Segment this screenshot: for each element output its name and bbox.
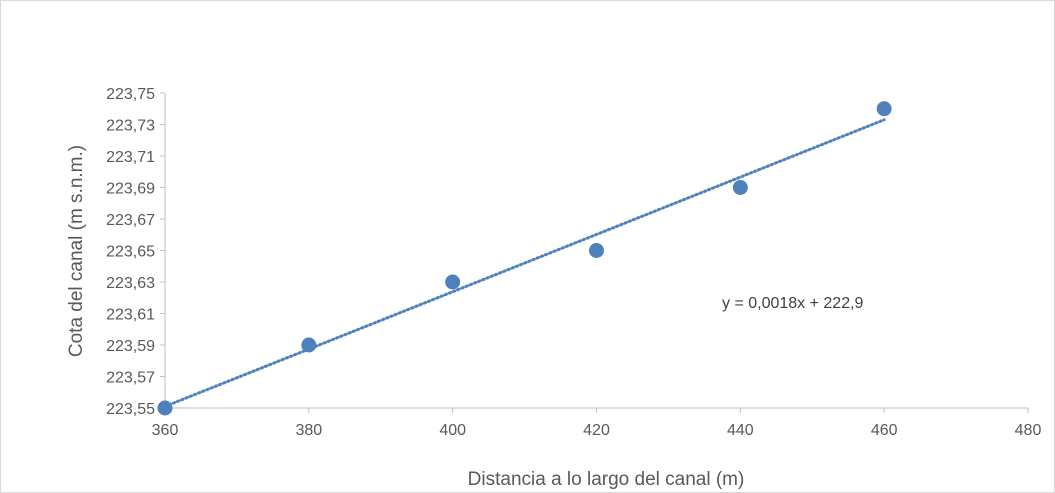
y-axis-title: Cota del canal (m s.n.m.): [66, 145, 87, 357]
y-tick-label: 223,67: [106, 212, 155, 229]
x-tick-label: 440: [727, 422, 754, 439]
x-axis-title: Distancia a lo largo del canal (m): [468, 469, 745, 490]
y-tick-label: 223,73: [106, 118, 155, 135]
y-tick-label: 223,57: [106, 370, 155, 387]
y-tick-label: 223,59: [106, 338, 155, 355]
y-tick-label: 223,71: [106, 149, 155, 166]
y-tick-label: 223,75: [106, 86, 155, 103]
x-tick-label: 380: [295, 422, 322, 439]
y-tick-label: 223,55: [106, 401, 155, 418]
trendline-equation: y = 0,0018x + 222,9: [722, 295, 864, 312]
x-tick-label: 420: [583, 422, 610, 439]
x-tick-label: 400: [439, 422, 466, 439]
x-tick-label: 480: [1015, 422, 1042, 439]
data-point: [732, 180, 748, 195]
trendline-group: [163, 118, 886, 408]
x-tick-label: 360: [152, 422, 179, 439]
data-points: [157, 101, 892, 416]
y-tick-label: 223,69: [106, 181, 155, 198]
y-tick-label: 223,63: [106, 275, 155, 292]
y-tick-label: 223,61: [106, 307, 155, 324]
trendline: [163, 118, 886, 408]
data-point: [876, 101, 892, 117]
y-tick-label: 223,65: [106, 244, 155, 261]
data-point: [589, 243, 604, 258]
x-ticks: 360 380 400 420 440 460 480: [152, 408, 1042, 439]
data-point: [301, 337, 317, 353]
data-point: [157, 400, 173, 416]
x-tick-label: 460: [871, 422, 898, 439]
data-point: [445, 274, 461, 290]
y-ticks: 223,55 223,57 223,59 223,61 223,63 223,65 223,…: [106, 86, 165, 418]
